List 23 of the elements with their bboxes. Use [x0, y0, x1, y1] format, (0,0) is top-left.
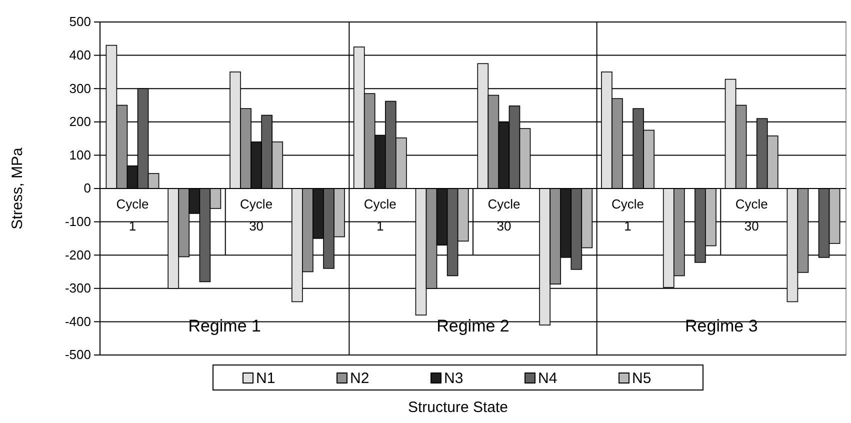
legend-label: N3	[444, 370, 464, 387]
y-tick-label: -100	[64, 214, 91, 229]
x-tick-label: Cycle 1	[364, 196, 396, 234]
legend-label: N4	[538, 370, 558, 387]
y-tick-label: -200	[64, 247, 91, 262]
y-tick-label: 100	[69, 147, 91, 162]
y-tick-label: 400	[69, 47, 91, 62]
y-axis-title: Stress, MPa	[9, 147, 26, 230]
annotation: Regime 2	[436, 316, 510, 336]
y-tick-label: -500	[64, 347, 91, 362]
legend-label: N2	[350, 370, 370, 387]
y-tick-label: 200	[69, 114, 91, 130]
x-axis-title: Structure State	[408, 399, 508, 416]
y-tick-label: -400	[64, 314, 91, 329]
legend-label: N5	[632, 370, 652, 387]
x-tick-label: Cycle 1	[116, 196, 149, 234]
x-tick-label: Cycle 1	[612, 196, 644, 234]
y-tick-label: -300	[64, 280, 91, 296]
y-tick-label: 0	[84, 180, 91, 196]
y-tick-label: 300	[69, 80, 91, 96]
legend-label: N1	[256, 370, 276, 387]
annotation: Regime 3	[685, 316, 758, 336]
y-tick-label: 500	[69, 14, 91, 30]
